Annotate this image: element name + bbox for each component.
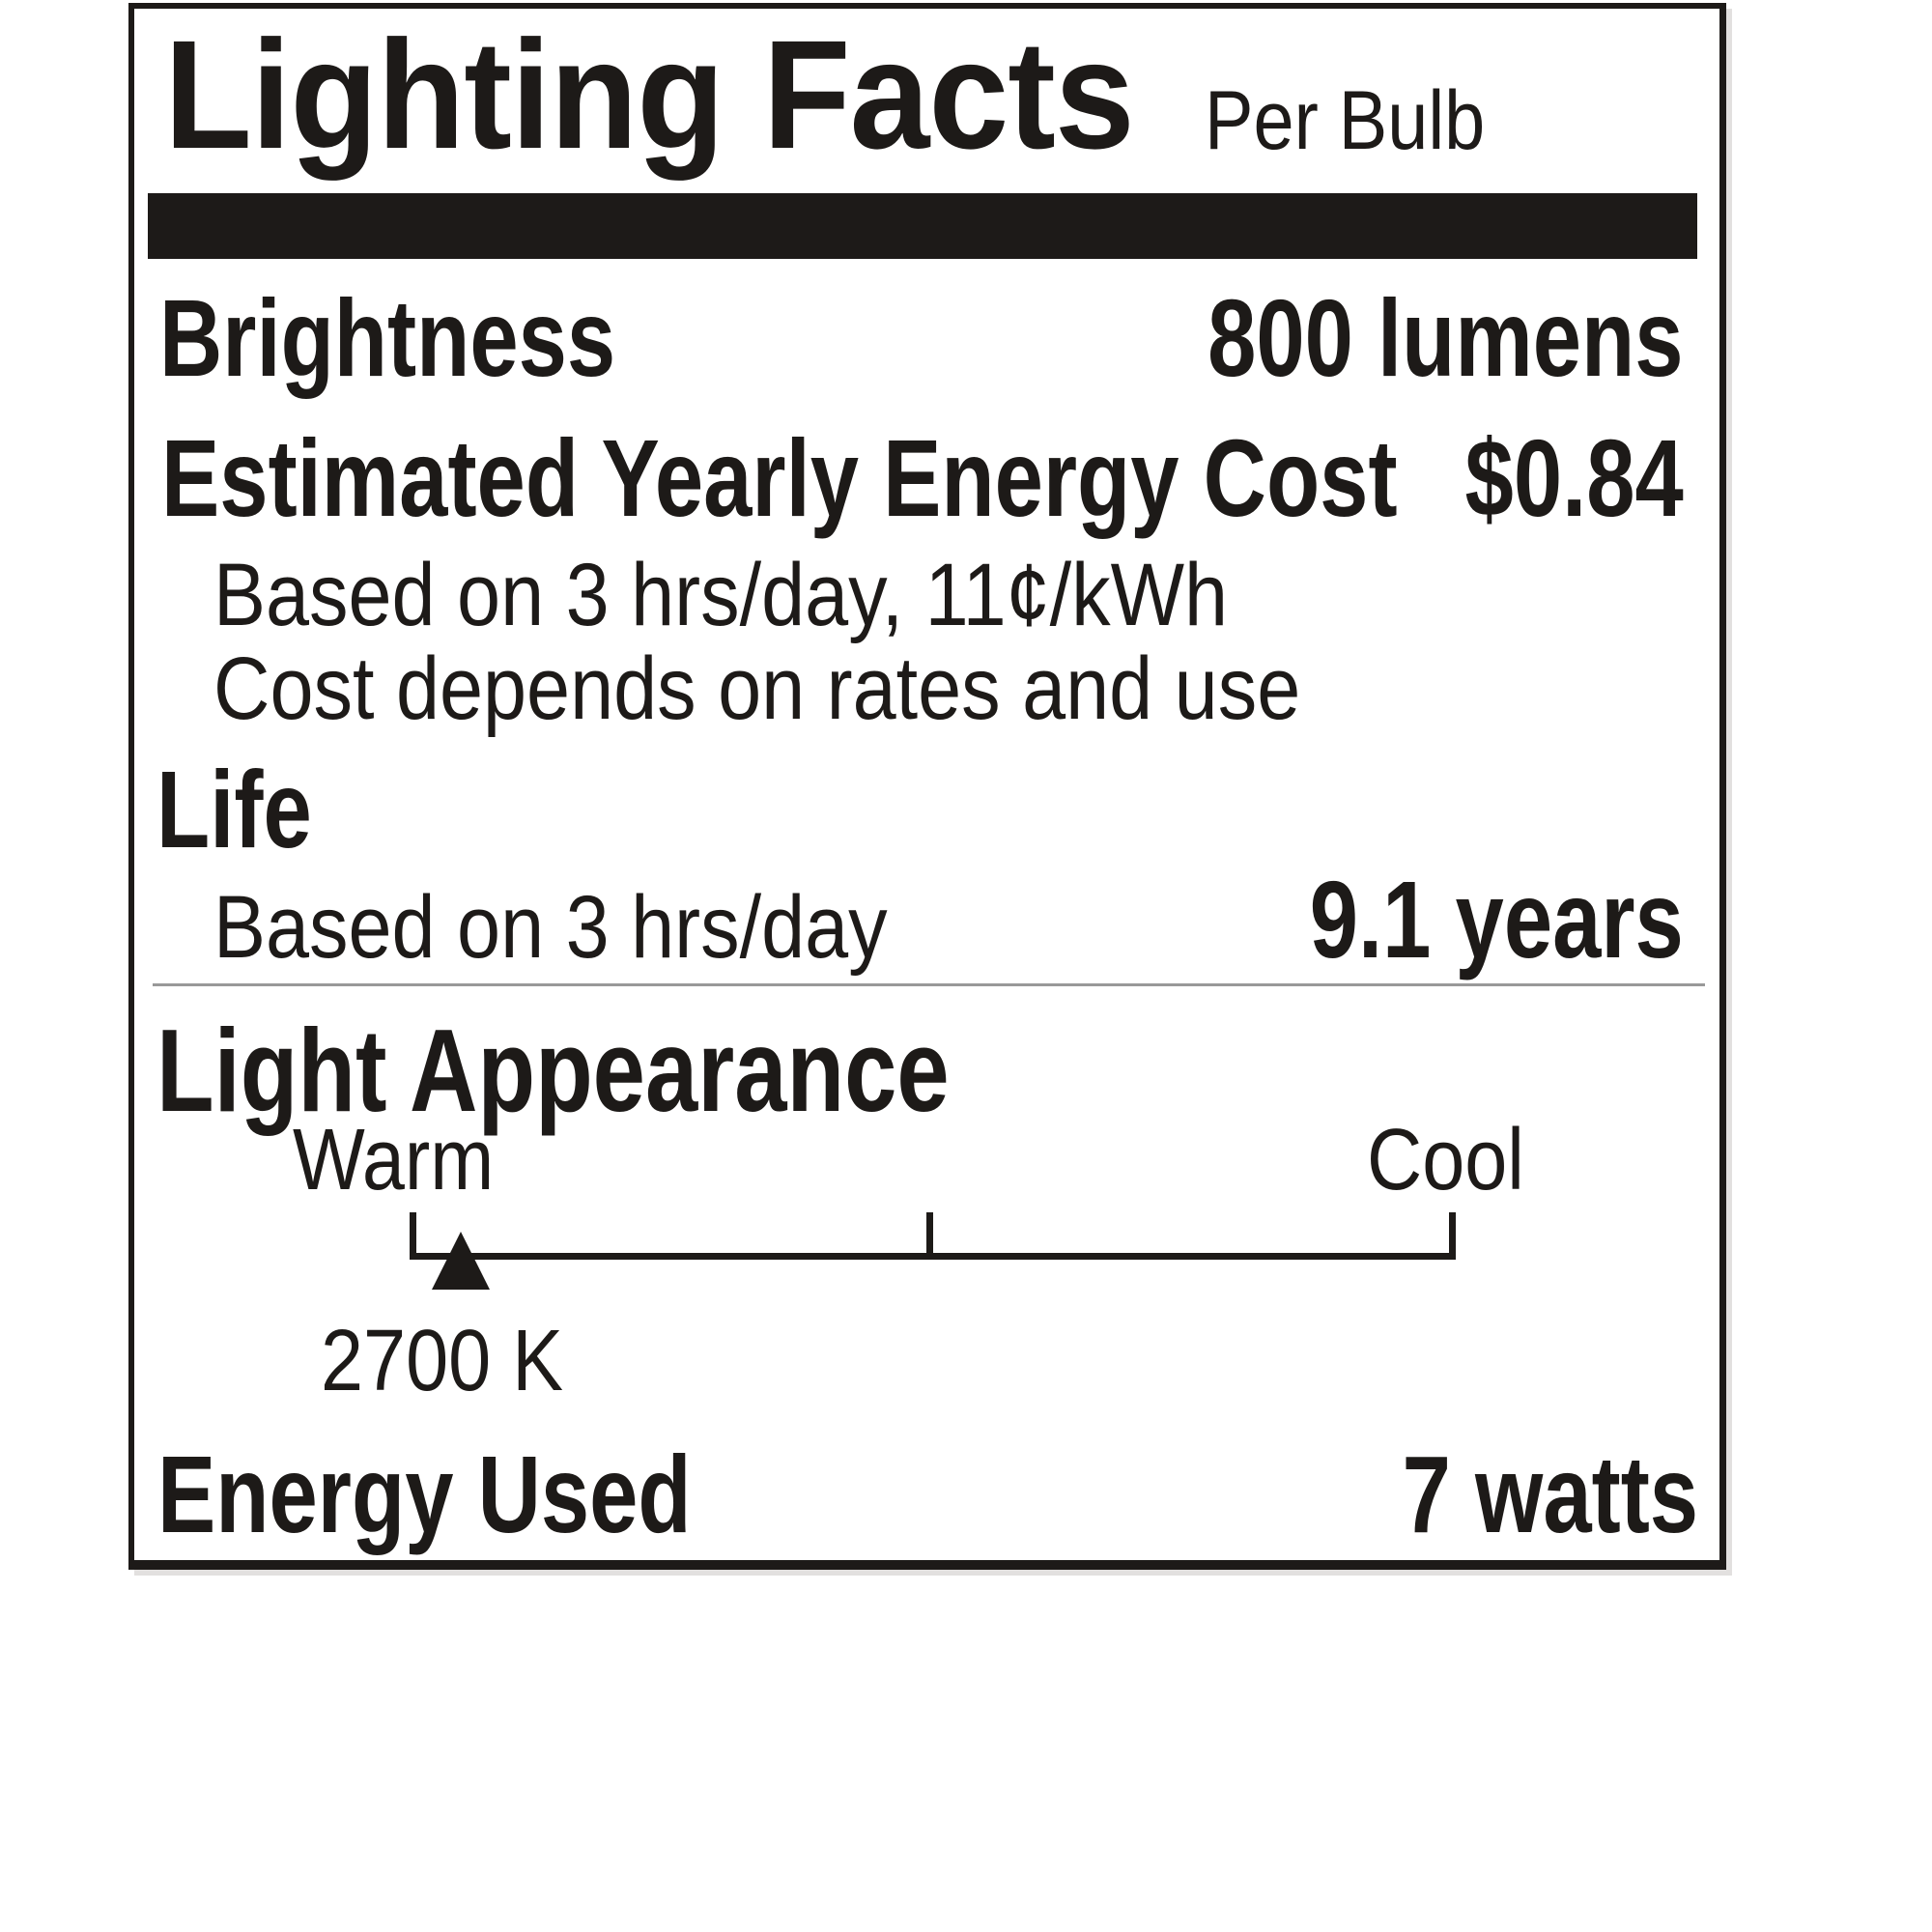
- energy-cost-disclaimer: Cost depends on rates and use: [213, 639, 1301, 738]
- color-temp-marker-triangle-icon: [432, 1232, 490, 1290]
- section-divider-line: [153, 983, 1705, 986]
- life-basis: Based on 3 hrs/day: [213, 878, 888, 977]
- warm-scale-label: Warm: [293, 1112, 495, 1208]
- brightness-value: 800 lumens: [1208, 277, 1684, 399]
- brightness-label: Brightness: [159, 277, 616, 399]
- life-value: 9.1 years: [1309, 859, 1684, 980]
- scale-right-tick: [1449, 1212, 1456, 1260]
- label-title: Lighting Facts: [164, 8, 1135, 181]
- lighting-facts-label: Lighting Facts Per Bulb Brightness 800 l…: [128, 3, 1726, 1570]
- header-divider-bar: [148, 193, 1697, 259]
- energy-cost-label: Estimated Yearly Energy Cost: [161, 417, 1398, 539]
- per-bulb-qualifier: Per Bulb: [1205, 74, 1486, 167]
- life-label: Life: [156, 749, 312, 870]
- energy-cost-value: $0.84: [1464, 417, 1684, 539]
- light-appearance-label: Light Appearance: [156, 1005, 950, 1136]
- color-temp-value: 2700 K: [321, 1313, 564, 1409]
- energy-used-label: Energy Used: [157, 1434, 692, 1555]
- cool-scale-label: Cool: [1367, 1112, 1524, 1208]
- scale-middle-tick: [926, 1212, 933, 1260]
- energy-used-value: 7 watts: [1402, 1434, 1698, 1555]
- scale-left-tick: [410, 1212, 416, 1260]
- energy-cost-basis: Based on 3 hrs/day, 11¢/kWh: [213, 546, 1229, 644]
